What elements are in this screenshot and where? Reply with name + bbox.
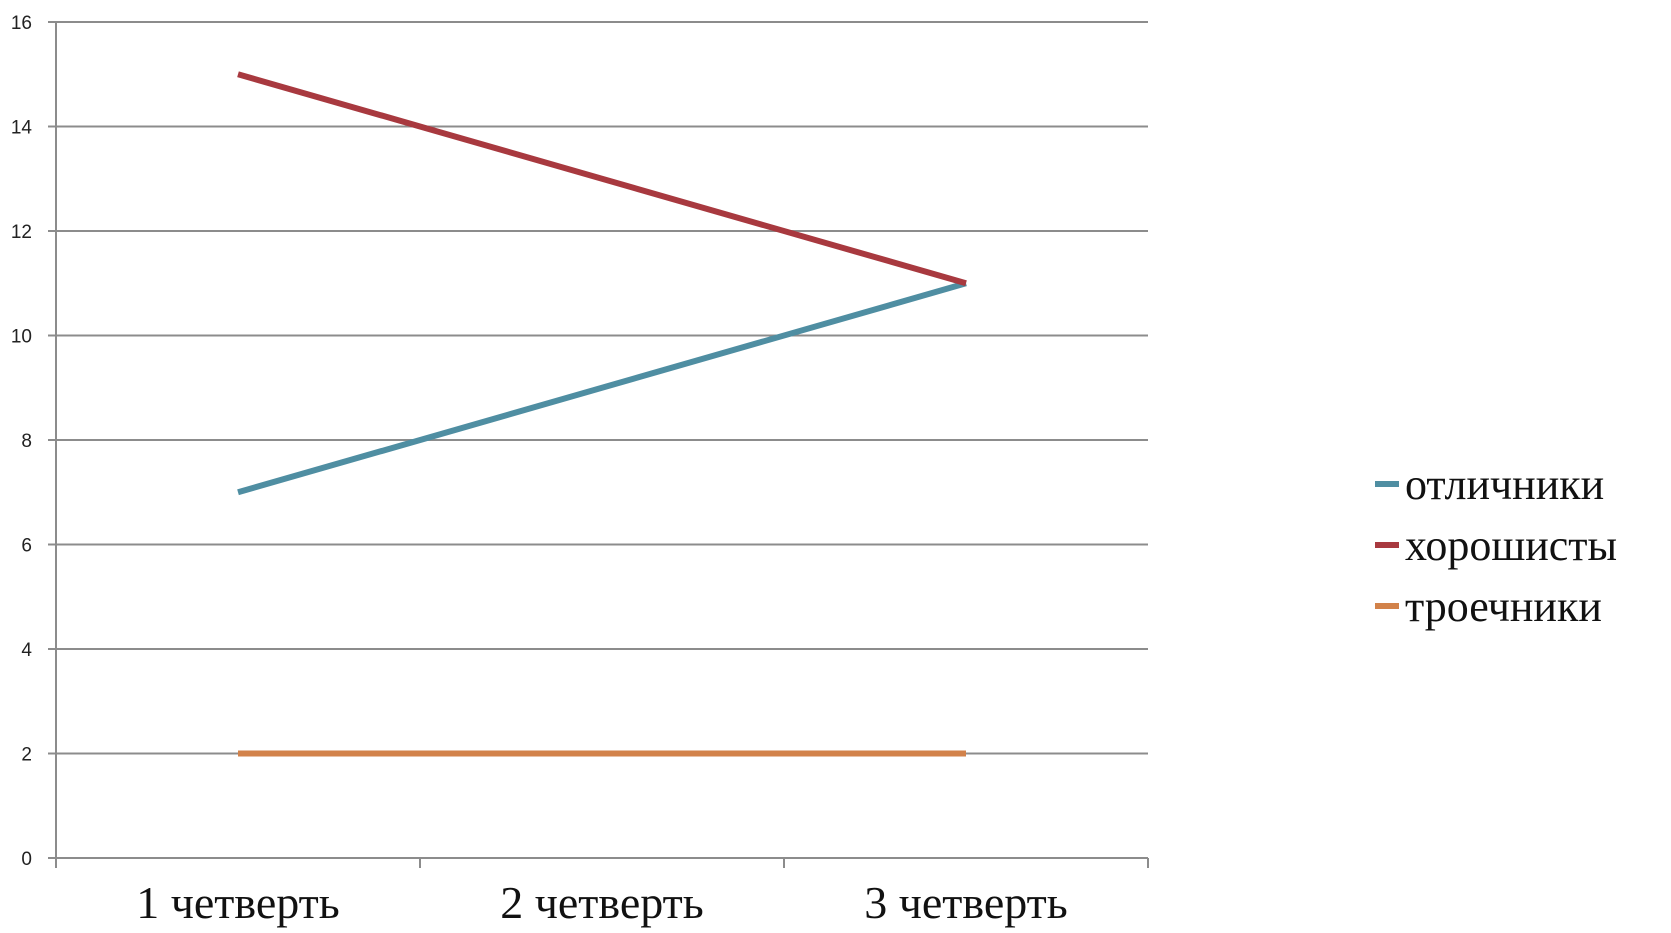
y-tick-label: 2 bbox=[21, 745, 32, 766]
gridlines bbox=[56, 21, 1148, 755]
y-tick-label: 8 bbox=[21, 431, 32, 452]
x-tick-label: 1 четверть bbox=[136, 877, 340, 928]
y-tick-label: 10 bbox=[11, 327, 32, 348]
legend-label: отличники bbox=[1405, 460, 1604, 509]
legend: отличники хорошисты троечники bbox=[1375, 460, 1617, 631]
legend-label: троечники bbox=[1405, 582, 1602, 631]
y-tick-label: 6 bbox=[21, 536, 32, 557]
x-tick-label: 3 четверть bbox=[864, 877, 1068, 928]
axes: 0 2 4 6 8 10 12 14 16 1 четверть 2 четверть 3 четве… bbox=[11, 13, 1149, 928]
y-tick-label: 16 bbox=[11, 13, 32, 34]
y-tick-label: 0 bbox=[21, 849, 32, 870]
series-lines bbox=[237, 71, 967, 757]
legend-label: хорошисты bbox=[1405, 521, 1617, 570]
x-tick-label: 2 четверть bbox=[500, 877, 704, 928]
y-tick-label: 4 bbox=[21, 640, 32, 661]
y-tick-label: 12 bbox=[11, 222, 32, 243]
y-tick-label: 14 bbox=[11, 118, 33, 139]
